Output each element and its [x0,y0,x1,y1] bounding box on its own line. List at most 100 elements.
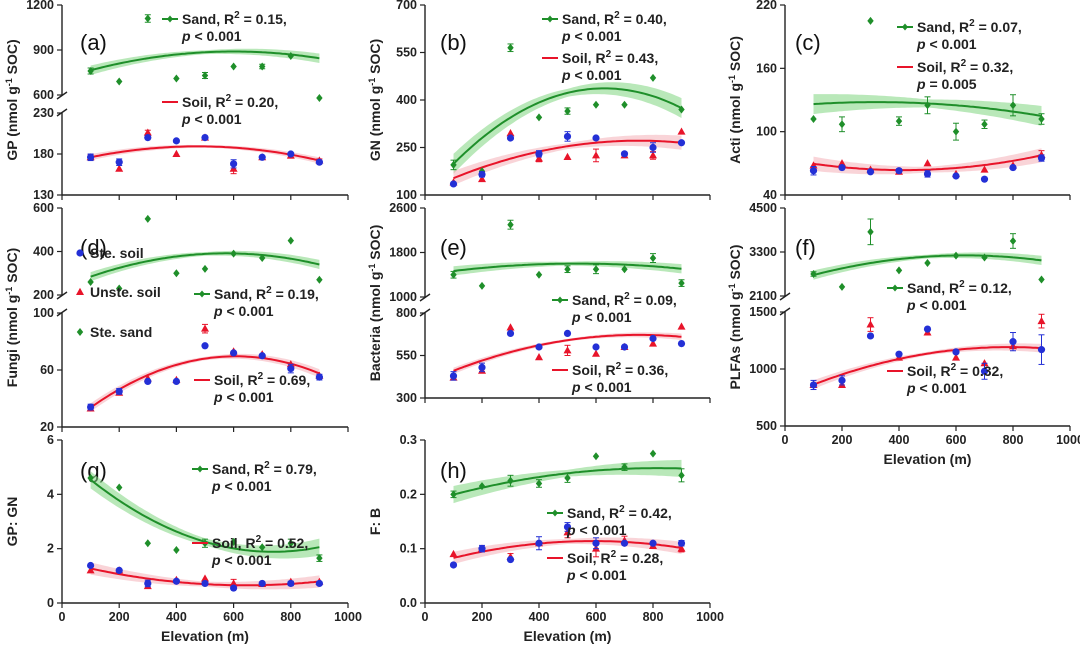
fit-p-value: p < 0.001 [213,389,274,405]
x-tick-label: 800 [280,610,301,624]
point-ste-soil [87,561,95,570]
panel-g: 0 2 4 6 0 200 400 600 800 1000 Elevation (m) GP: GN… [4,433,362,644]
point-ste-soil [230,584,238,592]
fit-annotation-text: Soil, R2 = 0.43, [562,49,658,66]
y-tick-label: 230 [33,106,54,120]
point-ste-sand [230,62,237,71]
point-ste-soil [592,343,600,351]
point-ste-soil [563,523,572,531]
point-unste-soil [952,353,960,361]
point-ste-soil [620,150,629,158]
fit-p-value: p = 0.005 [916,76,977,92]
point-ste-sand [116,284,123,293]
y-tick-label: 60 [40,363,54,377]
series-legend: Ste. soil Unste. soil Ste. sand [76,245,161,340]
x-tick-label: 600 [586,610,607,624]
fit-annotation-text: Sand, R2 = 0.15, [182,10,287,27]
point-ste-soil [895,350,903,358]
panel-c: 40 100 160 220 Acti (nmol g-1 SOC) (c) Sand, R… [727,0,1071,202]
point-ste-soil [315,579,323,588]
point-unste-soil [506,323,515,331]
y-axis-title-tail: SOC) [727,245,743,284]
fit-annotation-text: Sand, R2 = 0.40, [562,10,667,27]
x-tick-label: 600 [946,433,967,447]
point-ste-soil [115,158,123,166]
y-axis-title: Bacteria (nmol g-1 SOC) [367,225,383,382]
point-ste-soil [172,377,180,385]
y-tick-label: 40 [763,188,777,202]
soil-fit-line [453,333,682,372]
panel-h: 0.0 0.1 0.2 0.3 0 200 400 600 800 1000 Elevation (… [367,433,724,644]
y-axis-title-tail: SOC) [367,225,383,264]
point-ste-soil [592,134,600,142]
point-ste-soil [1009,338,1017,346]
point-ste-soil [980,175,989,183]
point-ste-sand [621,463,628,472]
fit-annotation-text: Soil, R2 = 0.20, [182,93,278,110]
fit-p-value: p < 0.001 [906,297,967,313]
point-ste-sand [259,62,266,71]
point-ste-sand [259,543,266,552]
point-ste-soil [201,134,209,142]
point-ste-sand [287,236,294,245]
fit-annotation-text: Sand, R2 = 0.09, [572,291,677,308]
y-axis-title-sup: -1 [4,287,14,295]
y-axis-title-main: GN (nmol g [367,86,383,161]
point-ste-sand [116,77,123,86]
point-unste-soil [115,164,124,172]
soil-fit-line [90,145,320,162]
y-tick-label: 700 [396,0,417,12]
y-axis-title-tail: SOC) [4,39,20,78]
point-ste-soil [506,329,515,337]
point-ste-soil [649,539,657,547]
point-ste-soil [535,539,543,547]
point-ste-sand [87,474,94,483]
point-ste-soil [201,579,209,588]
point-ste-soil [506,555,515,564]
soil-fit-line [813,346,1042,386]
point-ste-sand [592,265,600,274]
panel-label: (c) [795,30,821,55]
sand-legend-marker [199,290,205,298]
point-ste-sand [952,251,960,260]
fit-p-value: p < 0.001 [213,303,274,319]
y-axis-title-main: Bacteria (nmol g [367,272,383,382]
sand-fit-line [452,87,682,165]
point-ste-sand [621,265,628,274]
point-ste-soil [677,340,686,348]
point-ste-sand [450,270,457,279]
x-tick-label: 0 [422,610,429,624]
point-ste-soil [315,373,323,381]
point-unste-soil [649,339,657,347]
point-unste-soil [923,159,932,167]
point-ste-soil [449,372,458,380]
y-tick-label: 1200 [26,0,54,12]
x-tick-label: 0 [59,610,66,624]
y-axis-title-sup: -1 [727,283,737,291]
x-axis-title: Elevation (m) [161,628,249,644]
y-tick-label: 2100 [749,289,777,303]
y-axis-title-tail: SOC) [727,36,743,75]
point-ste-soil [923,325,932,333]
y-axis-title-sup: -1 [367,78,377,86]
fit-p-value: p < 0.001 [571,309,632,325]
point-ste-sand [867,227,874,236]
panel-f: 2100 3300 4500 500 1000 1500 0 200 400 600 800 1000… [727,201,1080,467]
y-tick-label: 0.3 [400,433,417,447]
point-ste-soil [258,153,266,161]
point-ste-sand [287,539,294,548]
point-unste-soil [535,154,543,162]
point-ste-soil [866,332,875,340]
y-tick-label: 1500 [749,305,777,319]
point-ste-soil [449,561,458,569]
x-tick-label: 200 [472,610,493,624]
sand-legend-marker [557,296,563,304]
fit-annotation-text: Sand, R2 = 0.12, [907,279,1012,296]
y-axis-title-main: GP (nmol g [4,86,20,160]
fit-p-value: p < 0.001 [571,379,632,395]
point-ste-sand [507,220,514,229]
soil-fit-line [453,139,682,180]
point-ste-soil [809,167,818,175]
point-ste-sand [173,546,180,555]
